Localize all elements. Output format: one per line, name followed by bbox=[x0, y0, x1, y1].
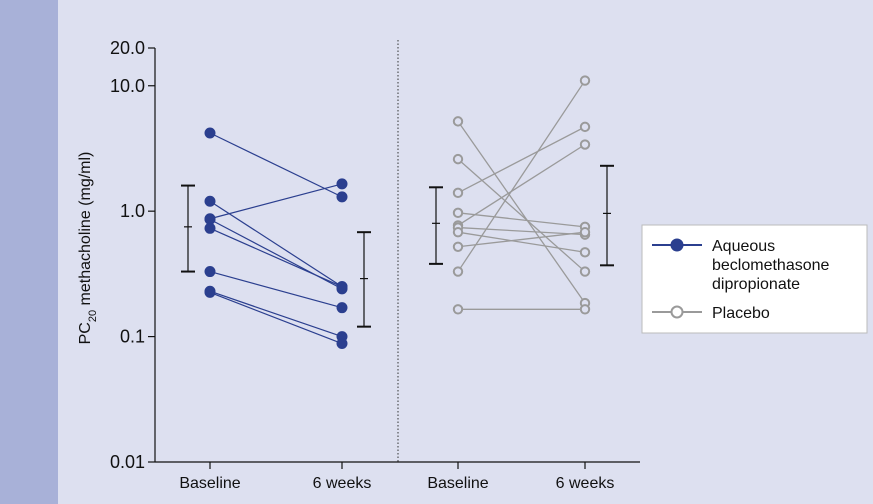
treatment-point bbox=[204, 266, 216, 278]
y-tick-label: 20.0 bbox=[110, 38, 145, 58]
x-category-label: 6 weeks bbox=[313, 475, 372, 492]
placebo-point bbox=[579, 139, 591, 150]
pair-line bbox=[457, 126, 586, 194]
placebo-point bbox=[579, 75, 591, 86]
pair-line bbox=[209, 132, 343, 198]
pair-line bbox=[209, 291, 343, 345]
legend-label: Placebo bbox=[712, 305, 770, 322]
legend-label: dipropionate bbox=[712, 276, 800, 293]
data-points bbox=[204, 75, 591, 350]
pair-line bbox=[457, 143, 586, 226]
placebo-point bbox=[452, 241, 464, 252]
placebo-point bbox=[579, 121, 591, 133]
placebo-point bbox=[452, 116, 464, 127]
treatment-point bbox=[336, 281, 348, 293]
y-axis-title-subscript: 20 bbox=[87, 310, 99, 322]
pair-line bbox=[457, 212, 586, 228]
left-color-band bbox=[0, 0, 58, 504]
pair-line bbox=[209, 270, 343, 309]
pair-line bbox=[209, 183, 343, 220]
placebo-point bbox=[579, 266, 591, 277]
error-bars bbox=[181, 164, 614, 328]
placebo-point bbox=[452, 187, 464, 199]
treatment-point bbox=[336, 338, 348, 350]
placebo-point bbox=[452, 226, 464, 238]
legend-swatch-marker bbox=[670, 238, 684, 252]
treatment-point bbox=[336, 191, 348, 203]
x-category-label: 6 weeks bbox=[556, 475, 615, 492]
treatment-point bbox=[204, 195, 216, 207]
y-tick-label: 0.01 bbox=[110, 452, 145, 472]
placebo-point bbox=[579, 247, 591, 258]
legend-label: Aqueous bbox=[712, 238, 775, 255]
pair-lines bbox=[209, 80, 586, 345]
legend-swatch-marker bbox=[670, 305, 684, 319]
x-category-label: Baseline bbox=[179, 475, 240, 492]
y-axis-title: PC20 methacholine (mg/ml) bbox=[77, 152, 99, 345]
pair-line bbox=[457, 158, 586, 273]
x-labels: Baseline 6 weeks Baseline 6 weeks bbox=[179, 462, 614, 492]
treatment-point bbox=[336, 302, 348, 314]
y-tick-label: 10.0 bbox=[110, 76, 145, 96]
y-tick-label: 0.1 bbox=[120, 327, 145, 347]
pair-line bbox=[457, 120, 586, 304]
placebo-point bbox=[452, 304, 464, 315]
placebo-point bbox=[579, 226, 591, 238]
pair-line bbox=[457, 231, 586, 253]
y-tick-label: 1.0 bbox=[120, 201, 145, 221]
pair-line bbox=[457, 231, 586, 248]
placebo-point bbox=[452, 207, 464, 219]
pair-line bbox=[457, 226, 586, 236]
placebo-point bbox=[452, 266, 464, 277]
pair-line bbox=[209, 227, 343, 288]
pair-line bbox=[457, 80, 586, 272]
pair-line bbox=[209, 200, 343, 288]
treatment-point bbox=[336, 178, 348, 190]
placebo-point bbox=[452, 153, 464, 165]
treatment-point bbox=[204, 127, 216, 139]
y-axis-title-main: PC bbox=[77, 322, 94, 344]
legend: Aqueous beclomethasone dipropionate Placebo bbox=[641, 224, 868, 334]
legend-label: beclomethasone bbox=[712, 257, 830, 274]
y-ticks: 0.01 0.1 1.0 10.0 20.0 bbox=[110, 38, 155, 472]
treatment-point bbox=[204, 222, 216, 234]
placebo-point bbox=[579, 304, 591, 315]
x-category-label: Baseline bbox=[427, 475, 488, 492]
pair-line bbox=[209, 290, 343, 338]
y-axis-title-rest: methacholine (mg/ml) bbox=[77, 152, 94, 310]
treatment-point bbox=[204, 286, 216, 298]
